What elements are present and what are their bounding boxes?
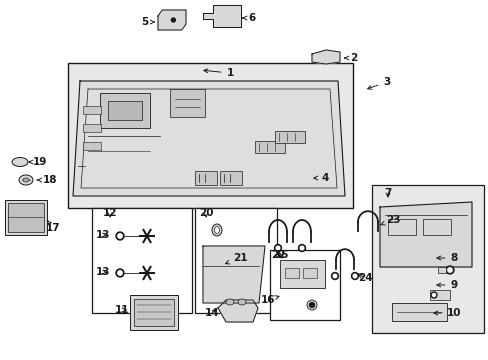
Text: 16: 16 [260, 295, 278, 305]
Bar [130, 295, 178, 330]
Bar [170, 89, 204, 117]
Bar [92, 208, 192, 313]
Text: 12: 12 [102, 208, 117, 218]
Ellipse shape [225, 299, 234, 305]
Bar [387, 219, 415, 235]
Circle shape [276, 246, 279, 250]
Bar [68, 63, 352, 208]
Bar [274, 131, 305, 143]
Polygon shape [311, 50, 339, 64]
Ellipse shape [212, 224, 222, 236]
Text: 20: 20 [198, 208, 213, 218]
Text: 18: 18 [37, 175, 57, 185]
Bar [280, 260, 325, 288]
Ellipse shape [238, 299, 245, 305]
Polygon shape [218, 300, 258, 322]
Bar [391, 303, 446, 321]
Bar [195, 208, 276, 313]
Circle shape [430, 292, 436, 298]
Text: 15: 15 [274, 250, 289, 260]
Bar [254, 141, 285, 153]
Circle shape [300, 246, 303, 250]
Bar [108, 101, 142, 120]
Bar [134, 299, 174, 326]
Bar [220, 171, 242, 185]
Bar [195, 171, 217, 185]
Text: 6: 6 [242, 13, 255, 23]
Circle shape [352, 274, 356, 278]
Text: 22: 22 [270, 250, 285, 260]
Text: 3: 3 [367, 77, 390, 89]
Text: 19: 19 [29, 157, 47, 167]
Text: 17: 17 [45, 220, 60, 233]
Bar [83, 142, 101, 150]
Bar [5, 200, 47, 235]
Text: 9: 9 [436, 280, 457, 290]
Ellipse shape [12, 158, 28, 166]
Text: 11: 11 [115, 305, 129, 315]
Text: 13: 13 [96, 267, 110, 277]
Text: 21: 21 [225, 253, 247, 264]
Circle shape [445, 266, 453, 274]
Text: 1: 1 [203, 68, 233, 78]
Bar [8, 203, 44, 232]
Text: 14: 14 [204, 308, 219, 318]
Bar [83, 124, 101, 132]
Ellipse shape [19, 175, 33, 185]
Bar [429, 290, 449, 300]
Circle shape [447, 268, 451, 272]
Bar [303, 268, 316, 278]
Bar [285, 268, 298, 278]
Text: 24: 24 [357, 273, 371, 283]
Circle shape [306, 300, 316, 310]
Bar [83, 106, 101, 114]
Circle shape [116, 232, 124, 240]
Circle shape [118, 234, 122, 238]
Circle shape [118, 271, 122, 275]
Bar [100, 93, 150, 128]
Text: 13: 13 [96, 230, 110, 240]
Polygon shape [379, 202, 471, 267]
Text: 7: 7 [384, 188, 391, 198]
Circle shape [116, 269, 124, 277]
Circle shape [332, 274, 336, 278]
Text: 2: 2 [344, 53, 357, 63]
Polygon shape [203, 246, 264, 303]
Bar [269, 250, 339, 320]
Polygon shape [158, 10, 185, 30]
Circle shape [351, 273, 358, 279]
Text: 10: 10 [433, 308, 460, 318]
Text: 4: 4 [313, 173, 328, 183]
Bar [437, 267, 445, 273]
Circle shape [274, 244, 281, 252]
Bar [422, 219, 450, 235]
Circle shape [309, 302, 314, 307]
Circle shape [331, 273, 338, 279]
Ellipse shape [214, 226, 219, 234]
Text: 23: 23 [380, 215, 400, 225]
Text: 5: 5 [141, 17, 154, 27]
Text: 8: 8 [436, 253, 457, 263]
Ellipse shape [23, 178, 29, 182]
Circle shape [298, 244, 305, 252]
Polygon shape [203, 5, 241, 27]
Bar [371, 185, 483, 333]
Circle shape [171, 18, 175, 22]
Polygon shape [73, 81, 345, 196]
Circle shape [431, 293, 435, 297]
